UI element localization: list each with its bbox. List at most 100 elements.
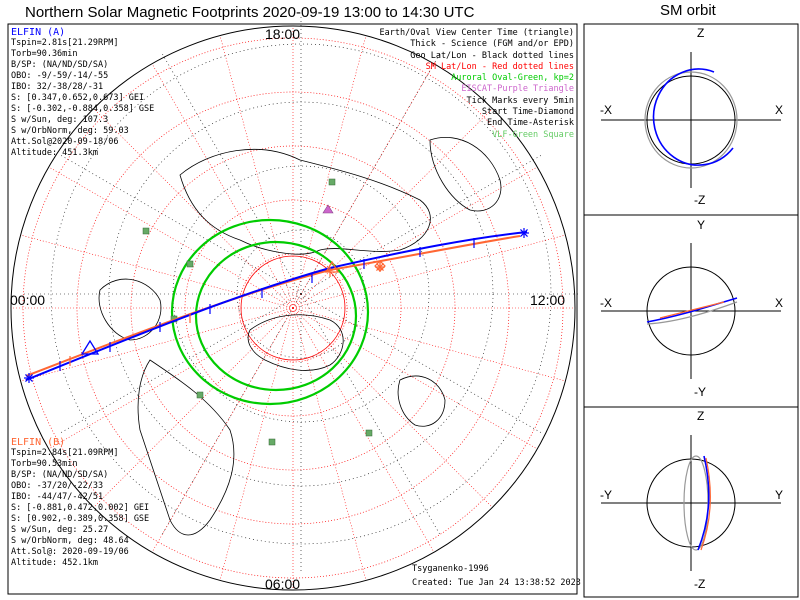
sm-lon-line bbox=[292, 108, 493, 309]
tick-label-12: 12:00 bbox=[530, 292, 566, 308]
elfin-b-line: S w/OrbNorm, deg: 48.64 bbox=[11, 536, 129, 546]
coastline bbox=[429, 137, 502, 212]
map-legend: Earth/Oval View Center Time (triangle) T… bbox=[380, 28, 574, 141]
elfin-b-orbit bbox=[646, 301, 738, 325]
auroral-oval-inner bbox=[194, 240, 358, 392]
orbit1-top-label: Z bbox=[697, 26, 705, 40]
elfin-b-line: S: [-0.881,0.472,0.002] GEI bbox=[11, 503, 150, 513]
elfin-a-line: B/SP: (NA/ND/SD/SA) bbox=[11, 60, 109, 70]
polar-map bbox=[10, 14, 581, 591]
elfin-b-line: Att.Sol@: 2020-09-19/06 bbox=[11, 547, 129, 557]
sm-lon-line bbox=[292, 307, 367, 581]
geo-lon-line bbox=[160, 51, 302, 295]
geo-lon-line bbox=[300, 293, 544, 435]
elfin-b-end-asterisk bbox=[376, 263, 384, 271]
legend-entry: Tick Marks every 5min bbox=[466, 95, 574, 106]
orbit-title: SM orbit bbox=[660, 2, 716, 19]
sm-lon-line bbox=[151, 63, 294, 309]
sm-lon-line bbox=[93, 307, 294, 508]
orbit3-top-label: Z bbox=[697, 409, 705, 423]
elfin-a-line: S: [0.347,0.652,0.673] GEI bbox=[11, 93, 145, 103]
sm-lon-line bbox=[292, 307, 435, 553]
elfin-a-line: Altitude: 451.3km bbox=[11, 148, 98, 158]
sm-lon-line bbox=[292, 63, 435, 309]
sm-lon-line bbox=[219, 35, 294, 309]
elfin-a-line: S w/Sun, deg: 107.3 bbox=[11, 115, 109, 125]
vlf-station-square bbox=[365, 429, 373, 437]
sm-lon-line bbox=[151, 307, 294, 553]
legend-entry: VLF-Green Square bbox=[492, 129, 574, 140]
legend-entry: Start Time-Diamond bbox=[481, 107, 574, 118]
orbit-plots bbox=[601, 52, 781, 571]
eiscat-triangle bbox=[322, 204, 334, 214]
legend-entry: Thick - Science (FGM and/or EPD) bbox=[410, 39, 574, 50]
elfin-b-line: S: [0.902,-0.389,0.358] GSE bbox=[11, 514, 150, 524]
elfin-b-orbit bbox=[644, 71, 738, 169]
sm-pole-ring bbox=[240, 255, 346, 361]
elfin-a-line: S: [-0.302,-0.884,0.358] GSE bbox=[11, 104, 155, 114]
created-label: Created: Tue Jan 24 13:38:52 2023 bbox=[412, 578, 581, 588]
vlf-station-square bbox=[186, 260, 194, 268]
legend-entry: Earth/Oval View Center Time (triangle) bbox=[379, 28, 574, 38]
geo-lon-line bbox=[58, 153, 302, 295]
elfin-b-line: OBO: -37/20/-22/33 bbox=[11, 481, 104, 491]
vlf-station-square bbox=[268, 438, 276, 446]
map-frame bbox=[7, 23, 578, 595]
tick-label-06: 06:00 bbox=[265, 576, 301, 592]
sm-lon-line bbox=[48, 307, 294, 450]
vlf-station-square bbox=[328, 178, 336, 186]
orbit2-bottom-label: -Y bbox=[694, 385, 706, 399]
legend-entry: SM Lat/Lon - Red dotted lines bbox=[425, 61, 574, 72]
geo-lon-line bbox=[300, 153, 544, 295]
orbit3-bottom-label: -Z bbox=[694, 577, 706, 591]
tick-label-00: 00:00 bbox=[10, 292, 46, 308]
globe-outline bbox=[10, 25, 576, 591]
sm-lon-line bbox=[48, 166, 294, 309]
elfin-b-line: Altitude: 452.1km bbox=[11, 558, 98, 568]
coastline bbox=[98, 278, 162, 341]
tick-label-18: 18:00 bbox=[265, 26, 301, 42]
coastline bbox=[397, 375, 446, 427]
elfin-a-line: Tspin=2.81s[21.29RPM] bbox=[11, 38, 119, 48]
elfin-a-orbit bbox=[697, 455, 710, 551]
elfin-a-info: ELFIN (A) Tspin=2.81s[21.29RPM] Torb=90.… bbox=[11, 27, 154, 159]
geo-lon-line bbox=[300, 293, 442, 537]
elfin-a-line: S w/OrbNorm, deg: 59.03 bbox=[11, 126, 129, 136]
sm-lon-line bbox=[219, 307, 294, 581]
coastline bbox=[137, 359, 235, 536]
orbit2-right-label: X bbox=[775, 296, 784, 310]
legend-entry: EISCAT-Purple Triangle bbox=[461, 84, 574, 95]
elfin-b-line: Tspin=2.84s[21.09RPM] bbox=[11, 448, 119, 458]
map-title: Northern Solar Magnetic Footprints 2020-… bbox=[25, 4, 475, 21]
elfin-b-line: IBO: -44/47/-42/51 bbox=[11, 492, 104, 502]
elfin-a-title: ELFIN (A) bbox=[11, 27, 66, 38]
elfin-a-track bbox=[25, 231, 528, 381]
elfin-a-orbit bbox=[652, 68, 734, 166]
coastline bbox=[179, 149, 431, 255]
auroral-oval-outer bbox=[170, 218, 370, 406]
elfin-b-title: ELFIN (B) bbox=[11, 437, 66, 448]
orbit3-left-label: -Y bbox=[600, 488, 612, 502]
elfin-a-view-triangle bbox=[80, 339, 100, 355]
coastline bbox=[247, 314, 344, 371]
elfin-b-line: B/SP: (NA/ND/SD/SA) bbox=[11, 470, 109, 480]
elfin-a-orbit bbox=[646, 297, 738, 323]
orbit2-left-label: -X bbox=[600, 296, 612, 310]
orbit1-right-label: X bbox=[775, 103, 784, 117]
elfin-a-end-asterisk bbox=[520, 229, 528, 237]
sm-lon-line bbox=[93, 108, 294, 309]
orbit1-left-label: -X bbox=[600, 103, 612, 117]
sm-lon-line bbox=[292, 307, 566, 382]
legend-entry: Auroral Oval-Green, kp=2 bbox=[451, 73, 574, 84]
model-label: Tsyganenko-1996 bbox=[412, 564, 489, 574]
sm-lon-line bbox=[292, 307, 493, 508]
elfin-b-view-triangle bbox=[324, 260, 340, 273]
sm-lon-line bbox=[20, 234, 294, 309]
orbit-frame bbox=[583, 23, 799, 598]
elfin-b-orbit-segment bbox=[659, 301, 725, 319]
geo-lat-circle bbox=[50, 43, 552, 545]
orbit3-right-label: Y bbox=[775, 488, 784, 502]
sm-lon-line bbox=[292, 307, 538, 450]
elfin-a-end-asterisk bbox=[25, 374, 33, 382]
legend-entry: Geo Lat/Lon - Black dotted lines bbox=[410, 50, 574, 61]
